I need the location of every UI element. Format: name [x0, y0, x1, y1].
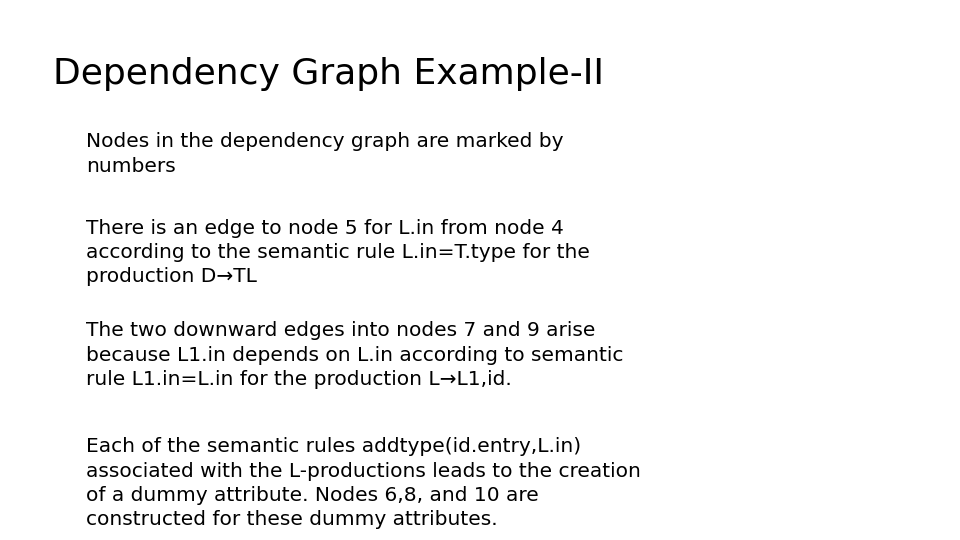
Text: There is an edge to node 5 for L.in from node 4
according to the semantic rule L: There is an edge to node 5 for L.in from…	[86, 219, 590, 286]
Text: Dependency Graph Example-II: Dependency Graph Example-II	[53, 57, 604, 91]
Text: Nodes in the dependency graph are marked by
numbers: Nodes in the dependency graph are marked…	[86, 132, 564, 176]
Text: The two downward edges into nodes 7 and 9 arise
because L1.in depends on L.in ac: The two downward edges into nodes 7 and …	[86, 321, 624, 389]
Text: Each of the semantic rules addtype(id.entry,L.in)
associated with the L-producti: Each of the semantic rules addtype(id.en…	[86, 437, 641, 529]
